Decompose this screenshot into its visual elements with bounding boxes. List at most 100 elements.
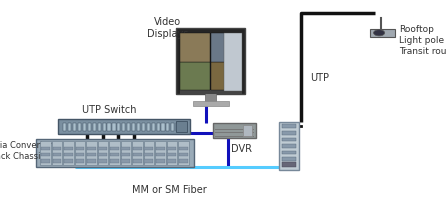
- Bar: [36, 140, 194, 167]
- Text: Rooftop
Light pole
Transit route: Rooftop Light pole Transit route: [399, 24, 446, 55]
- Bar: [53, 159, 62, 163]
- Bar: [156, 147, 165, 151]
- Bar: [121, 153, 130, 157]
- Bar: [211, 63, 241, 91]
- Bar: [107, 123, 111, 131]
- Text: DVR: DVR: [231, 143, 252, 153]
- Bar: [133, 159, 142, 163]
- Bar: [282, 138, 296, 142]
- Bar: [98, 142, 108, 165]
- Bar: [75, 153, 84, 157]
- Bar: [145, 147, 153, 151]
- Bar: [63, 142, 74, 165]
- Bar: [282, 144, 296, 148]
- Bar: [99, 147, 107, 151]
- Bar: [243, 125, 252, 137]
- Text: UTP: UTP: [310, 73, 329, 82]
- Bar: [166, 142, 177, 165]
- Bar: [75, 147, 84, 151]
- Bar: [75, 159, 84, 163]
- Bar: [176, 29, 245, 95]
- Bar: [211, 34, 241, 62]
- Bar: [282, 162, 296, 167]
- Bar: [147, 123, 150, 131]
- Bar: [121, 159, 130, 163]
- Bar: [157, 123, 160, 131]
- Bar: [41, 153, 50, 157]
- Bar: [41, 147, 50, 151]
- Bar: [83, 123, 86, 131]
- Bar: [176, 123, 179, 131]
- Bar: [64, 153, 73, 157]
- Bar: [137, 123, 140, 131]
- Bar: [112, 123, 116, 131]
- Bar: [152, 123, 155, 131]
- Bar: [73, 123, 76, 131]
- Bar: [176, 121, 187, 133]
- Bar: [282, 131, 296, 135]
- Bar: [156, 153, 165, 157]
- Text: Media Converter
Rack Chassis: Media Converter Rack Chassis: [0, 140, 52, 160]
- Bar: [224, 34, 242, 91]
- Bar: [179, 147, 188, 151]
- Bar: [178, 142, 189, 165]
- Bar: [87, 159, 96, 163]
- Bar: [133, 153, 142, 157]
- Bar: [93, 123, 96, 131]
- Bar: [144, 142, 154, 165]
- Bar: [180, 34, 211, 62]
- Bar: [180, 34, 242, 91]
- Bar: [167, 153, 176, 157]
- Bar: [282, 157, 296, 161]
- Bar: [132, 142, 143, 165]
- Bar: [58, 119, 190, 135]
- Bar: [142, 123, 145, 131]
- Bar: [98, 123, 101, 131]
- Bar: [282, 151, 296, 155]
- Bar: [132, 123, 135, 131]
- Bar: [167, 159, 176, 163]
- Bar: [87, 153, 96, 157]
- Bar: [179, 159, 188, 163]
- Bar: [161, 123, 165, 131]
- Bar: [40, 142, 51, 165]
- Text: MM or SM Fiber: MM or SM Fiber: [132, 184, 207, 194]
- Bar: [53, 147, 62, 151]
- Ellipse shape: [373, 31, 384, 37]
- Bar: [52, 142, 62, 165]
- Bar: [205, 94, 216, 102]
- Bar: [180, 91, 242, 95]
- Bar: [64, 159, 73, 163]
- Bar: [110, 159, 119, 163]
- Bar: [103, 123, 106, 131]
- Bar: [117, 123, 120, 131]
- Bar: [179, 153, 188, 157]
- Bar: [86, 142, 97, 165]
- Bar: [53, 153, 62, 157]
- Bar: [133, 147, 142, 151]
- Bar: [64, 147, 73, 151]
- Bar: [120, 142, 131, 165]
- Bar: [155, 142, 165, 165]
- Bar: [282, 125, 296, 129]
- Bar: [145, 159, 153, 163]
- Bar: [87, 147, 96, 151]
- Bar: [68, 123, 71, 131]
- Bar: [122, 123, 125, 131]
- Bar: [156, 159, 165, 163]
- Bar: [78, 123, 81, 131]
- Bar: [109, 142, 120, 165]
- Bar: [193, 102, 229, 106]
- Bar: [99, 153, 107, 157]
- Bar: [121, 147, 130, 151]
- Bar: [180, 63, 211, 91]
- Bar: [127, 123, 130, 131]
- Text: UTP Switch: UTP Switch: [82, 104, 136, 114]
- Bar: [145, 153, 153, 157]
- Text: Video
Displays: Video Displays: [147, 17, 188, 39]
- Bar: [74, 142, 85, 165]
- Bar: [41, 159, 50, 163]
- Bar: [88, 123, 91, 131]
- Bar: [213, 123, 256, 139]
- Bar: [370, 30, 395, 38]
